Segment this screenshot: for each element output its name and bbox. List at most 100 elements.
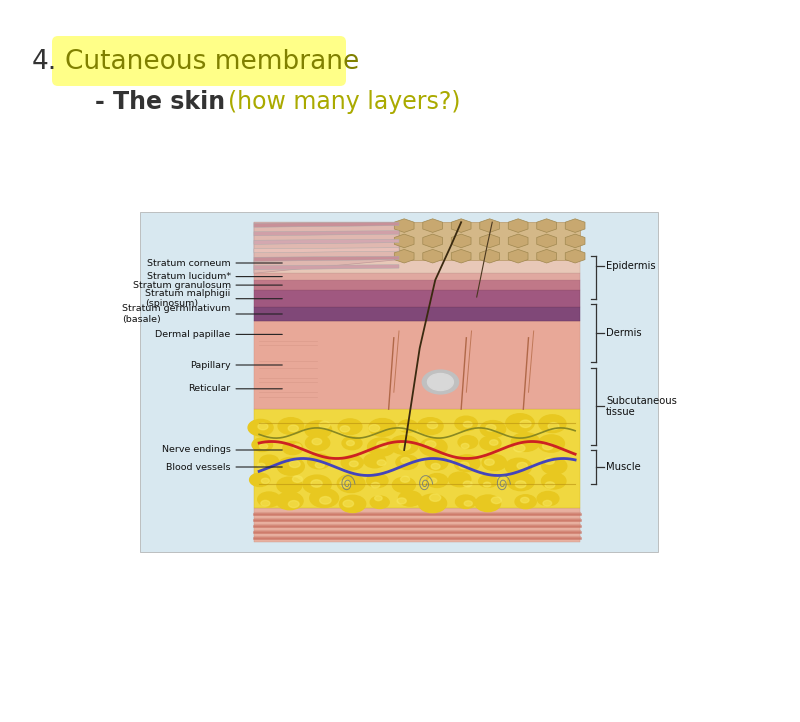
Circle shape [346, 440, 354, 445]
FancyBboxPatch shape [52, 36, 346, 86]
Circle shape [462, 443, 469, 448]
Polygon shape [423, 219, 442, 232]
Circle shape [539, 415, 566, 432]
Circle shape [398, 425, 406, 430]
Circle shape [289, 500, 299, 508]
Circle shape [305, 421, 331, 438]
Circle shape [250, 473, 270, 487]
Circle shape [261, 500, 270, 506]
Circle shape [491, 497, 502, 504]
Circle shape [293, 476, 302, 482]
Circle shape [483, 482, 491, 487]
Text: Cutaneous membrane: Cutaneous membrane [65, 49, 359, 75]
Circle shape [303, 475, 331, 494]
Polygon shape [537, 219, 557, 232]
Polygon shape [254, 409, 580, 508]
Circle shape [455, 495, 476, 508]
Circle shape [543, 500, 552, 506]
Text: 4.: 4. [32, 49, 58, 75]
Circle shape [454, 455, 480, 471]
Circle shape [428, 478, 437, 484]
Circle shape [475, 495, 501, 512]
Polygon shape [394, 234, 414, 248]
Polygon shape [394, 219, 414, 232]
Circle shape [307, 454, 330, 469]
Text: Epidermis: Epidermis [606, 261, 656, 271]
Polygon shape [254, 222, 399, 273]
Circle shape [283, 442, 302, 455]
Circle shape [367, 438, 395, 456]
Circle shape [338, 474, 365, 492]
Polygon shape [480, 249, 499, 263]
Circle shape [339, 495, 366, 513]
Polygon shape [423, 249, 442, 263]
Polygon shape [254, 222, 399, 227]
Polygon shape [451, 234, 471, 248]
Circle shape [398, 491, 422, 506]
Circle shape [248, 419, 273, 436]
Circle shape [397, 498, 406, 504]
Polygon shape [254, 280, 580, 290]
Circle shape [542, 473, 566, 489]
Polygon shape [423, 234, 442, 248]
Polygon shape [254, 321, 580, 409]
Polygon shape [566, 249, 585, 263]
Text: Dermal papillae: Dermal papillae [155, 330, 230, 339]
Circle shape [377, 460, 386, 466]
Polygon shape [566, 219, 585, 232]
Circle shape [306, 435, 330, 451]
Polygon shape [254, 273, 580, 280]
Polygon shape [451, 219, 471, 232]
Circle shape [482, 455, 506, 471]
Circle shape [393, 477, 415, 492]
Circle shape [350, 461, 358, 466]
Circle shape [520, 420, 531, 427]
Text: Stratum corneum: Stratum corneum [147, 258, 230, 267]
Circle shape [426, 474, 448, 487]
Circle shape [260, 455, 278, 468]
Circle shape [262, 478, 270, 484]
Circle shape [276, 492, 303, 510]
Polygon shape [508, 249, 528, 263]
Circle shape [259, 443, 268, 449]
Polygon shape [451, 249, 471, 263]
Circle shape [480, 436, 501, 450]
Circle shape [369, 419, 396, 436]
Circle shape [422, 370, 458, 394]
Text: Subcutaneous
tissue: Subcutaneous tissue [606, 396, 677, 417]
Circle shape [515, 495, 536, 509]
Polygon shape [254, 256, 399, 261]
Circle shape [418, 418, 443, 435]
Circle shape [427, 373, 454, 391]
Circle shape [311, 480, 322, 487]
Polygon shape [480, 234, 499, 248]
Polygon shape [254, 508, 580, 542]
Circle shape [343, 500, 354, 507]
Circle shape [542, 458, 567, 474]
Circle shape [252, 438, 273, 451]
Text: Stratum granulosum: Stratum granulosum [133, 281, 230, 290]
Polygon shape [254, 231, 399, 236]
Circle shape [506, 414, 534, 432]
Circle shape [312, 438, 322, 445]
Circle shape [517, 462, 527, 469]
Circle shape [425, 440, 436, 448]
Circle shape [369, 425, 380, 432]
Circle shape [545, 482, 555, 488]
Bar [140, 212, 658, 552]
Circle shape [490, 440, 498, 445]
Circle shape [377, 441, 388, 448]
Circle shape [340, 426, 350, 432]
Circle shape [463, 422, 472, 427]
Text: Blood vessels: Blood vessels [166, 463, 230, 471]
Polygon shape [394, 249, 414, 263]
Circle shape [401, 477, 410, 482]
Circle shape [515, 481, 526, 488]
Circle shape [486, 425, 496, 431]
Circle shape [338, 419, 362, 435]
Circle shape [420, 438, 447, 456]
Text: (how many layers?): (how many layers?) [228, 90, 461, 114]
Circle shape [399, 443, 410, 450]
Circle shape [390, 435, 418, 454]
Text: Papillary: Papillary [190, 360, 230, 370]
